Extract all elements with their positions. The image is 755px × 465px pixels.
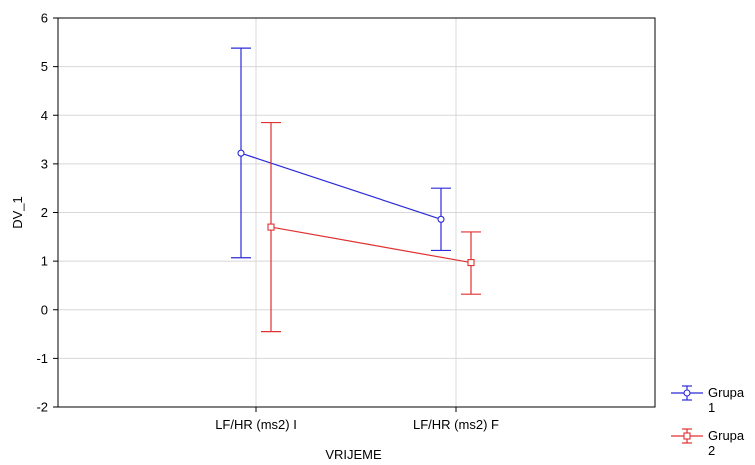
series-2 (261, 121, 481, 333)
y-tick-label: 3 (41, 156, 48, 171)
series-line (270, 226, 472, 264)
legend-label-line2: 2 (708, 443, 715, 458)
y-tick-label: -1 (36, 351, 48, 366)
y-tick-label: 0 (41, 302, 48, 317)
legend-label: Grupa (708, 428, 745, 443)
x-tick-label: LF/HR (ms2) F (413, 417, 499, 432)
y-tick-label: 2 (41, 205, 48, 220)
legend-label: Grupa (708, 385, 745, 400)
y-tick-label: 4 (41, 108, 48, 123)
series-1 (231, 47, 451, 259)
y-axis-label: DV_1 (10, 196, 25, 229)
y-tick-label: 6 (41, 11, 48, 26)
y-tick-label: -2 (36, 400, 48, 415)
series-group (231, 47, 481, 333)
data-point (467, 259, 475, 267)
y-tick-label: 1 (41, 254, 48, 269)
x-tick-label: LF/HR (ms2) I (215, 417, 297, 432)
grid-lines (58, 18, 655, 407)
legend-marker (683, 432, 691, 440)
data-point (437, 215, 445, 223)
x-axis-label: VRIJEME (325, 447, 382, 462)
y-tick-label: 5 (41, 59, 48, 74)
y-axis: -2 -1 0 1 2 3 4 5 6 (36, 11, 58, 415)
legend-marker (683, 389, 691, 397)
series-line (240, 152, 442, 220)
x-axis: LF/HR (ms2) I LF/HR (ms2) F (215, 407, 499, 432)
data-point (237, 149, 245, 157)
legend-label-line2: 1 (708, 400, 715, 415)
data-point (267, 223, 275, 231)
